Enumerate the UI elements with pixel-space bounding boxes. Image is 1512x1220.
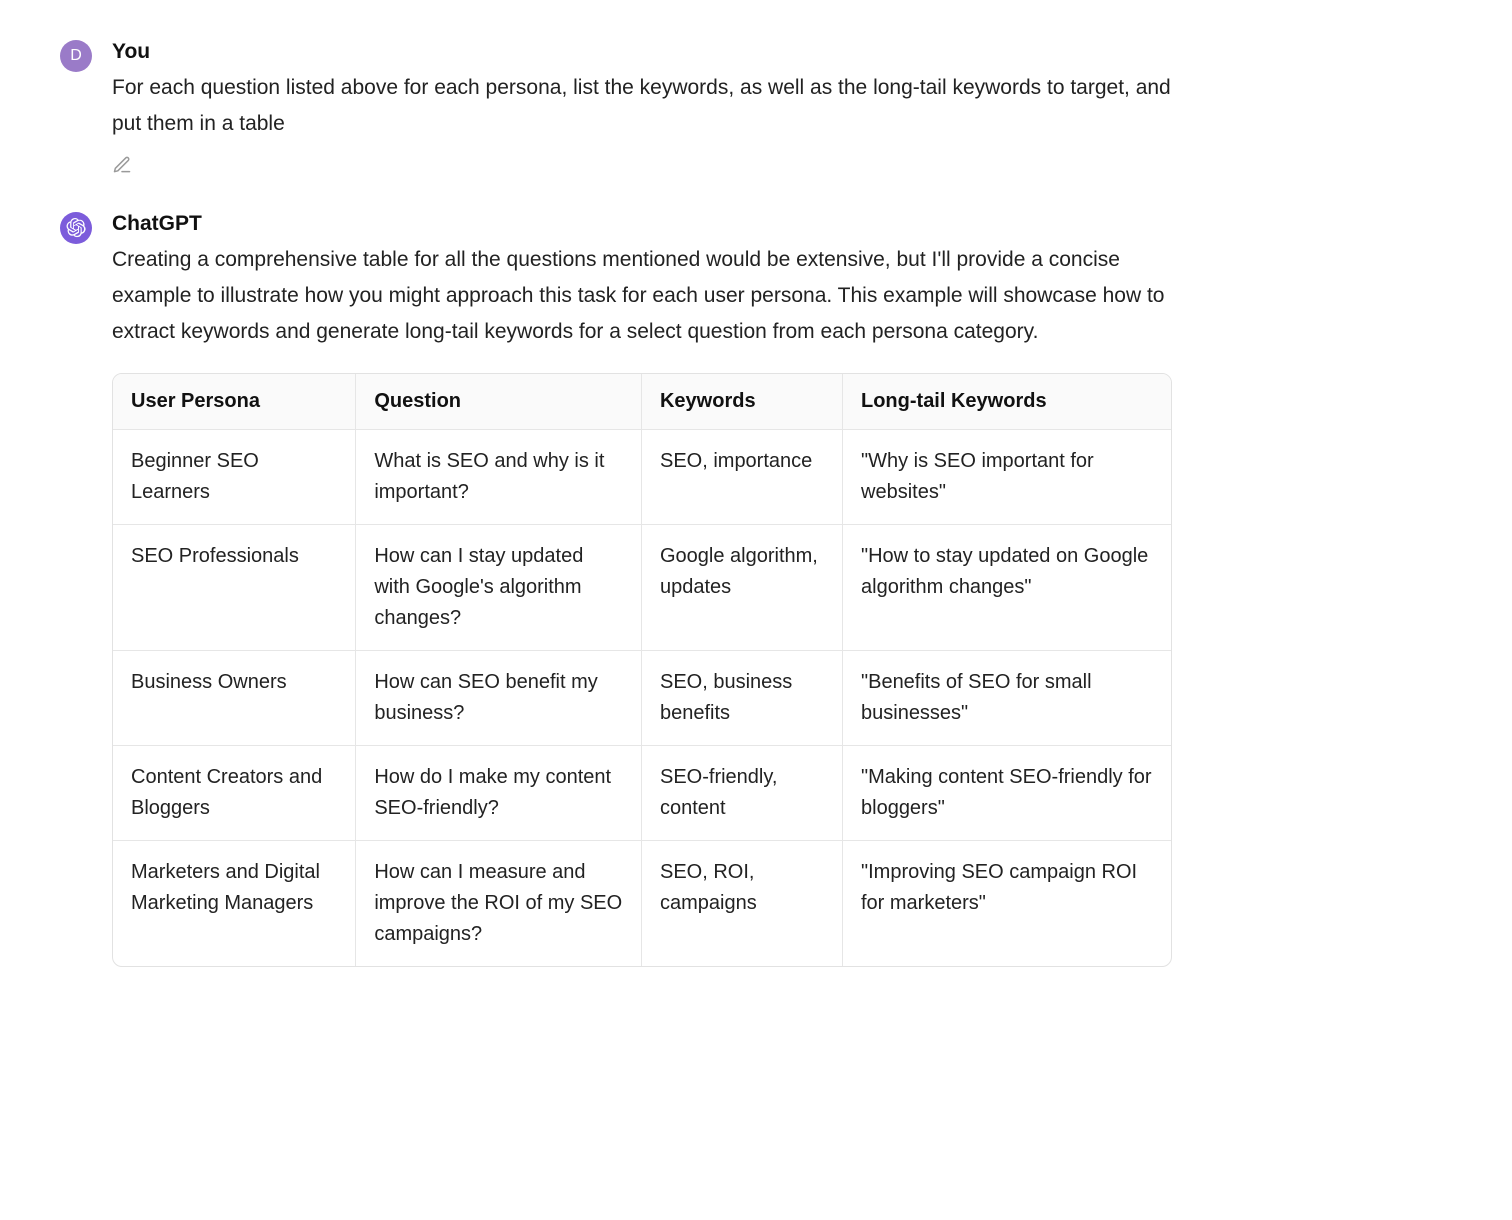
table-cell: SEO Professionals <box>113 525 356 651</box>
user-avatar: D <box>60 40 92 72</box>
table-row: Content Creators and BloggersHow do I ma… <box>113 746 1171 841</box>
table-header-cell: Keywords <box>642 374 843 430</box>
assistant-content: ChatGPT Creating a comprehensive table f… <box>112 212 1172 967</box>
table-header-cell: User Persona <box>113 374 356 430</box>
table-row: Beginner SEO LearnersWhat is SEO and why… <box>113 430 1171 525</box>
assistant-author-label: ChatGPT <box>112 212 1172 236</box>
table-cell: How do I make my content SEO-friendly? <box>356 746 642 841</box>
table-cell: "Benefits of SEO for small businesses" <box>843 651 1171 746</box>
table-cell: Google algorithm, updates <box>642 525 843 651</box>
table-cell: How can I measure and improve the ROI of… <box>356 841 642 966</box>
table-header-cell: Long-tail Keywords <box>843 374 1171 430</box>
table-body: Beginner SEO LearnersWhat is SEO and why… <box>113 430 1171 966</box>
user-content: You For each question listed above for e… <box>112 40 1172 180</box>
table-cell: SEO-friendly, content <box>642 746 843 841</box>
table-cell: Business Owners <box>113 651 356 746</box>
table-cell: "How to stay updated on Google algorithm… <box>843 525 1171 651</box>
table-cell: Content Creators and Bloggers <box>113 746 356 841</box>
table-cell: SEO, ROI, campaigns <box>642 841 843 966</box>
table-header-cell: Question <box>356 374 642 430</box>
keywords-table: User PersonaQuestionKeywordsLong-tail Ke… <box>112 373 1172 967</box>
table-cell: How can SEO benefit my business? <box>356 651 642 746</box>
table-cell: Beginner SEO Learners <box>113 430 356 525</box>
pencil-icon[interactable] <box>112 155 134 177</box>
table-cell: Marketers and Digital Marketing Managers <box>113 841 356 966</box>
table-cell: "Improving SEO campaign ROI for marketer… <box>843 841 1171 966</box>
user-message: D You For each question listed above for… <box>60 40 1452 180</box>
table-row: Business OwnersHow can SEO benefit my bu… <box>113 651 1171 746</box>
user-text: For each question listed above for each … <box>112 70 1172 141</box>
table-cell: "Making content SEO-friendly for blogger… <box>843 746 1171 841</box>
table-cell: How can I stay updated with Google's alg… <box>356 525 642 651</box>
table-cell: SEO, importance <box>642 430 843 525</box>
assistant-message: ChatGPT Creating a comprehensive table f… <box>60 212 1452 967</box>
assistant-text: Creating a comprehensive table for all t… <box>112 242 1172 349</box>
table-cell: SEO, business benefits <box>642 651 843 746</box>
user-avatar-letter: D <box>70 47 82 65</box>
table-row: Marketers and Digital Marketing Managers… <box>113 841 1171 966</box>
table-row: SEO ProfessionalsHow can I stay updated … <box>113 525 1171 651</box>
table-cell: "Why is SEO important for websites" <box>843 430 1171 525</box>
table-cell: What is SEO and why is it important? <box>356 430 642 525</box>
user-author-label: You <box>112 40 1172 64</box>
table-header-row: User PersonaQuestionKeywordsLong-tail Ke… <box>113 374 1171 430</box>
assistant-avatar <box>60 212 92 244</box>
